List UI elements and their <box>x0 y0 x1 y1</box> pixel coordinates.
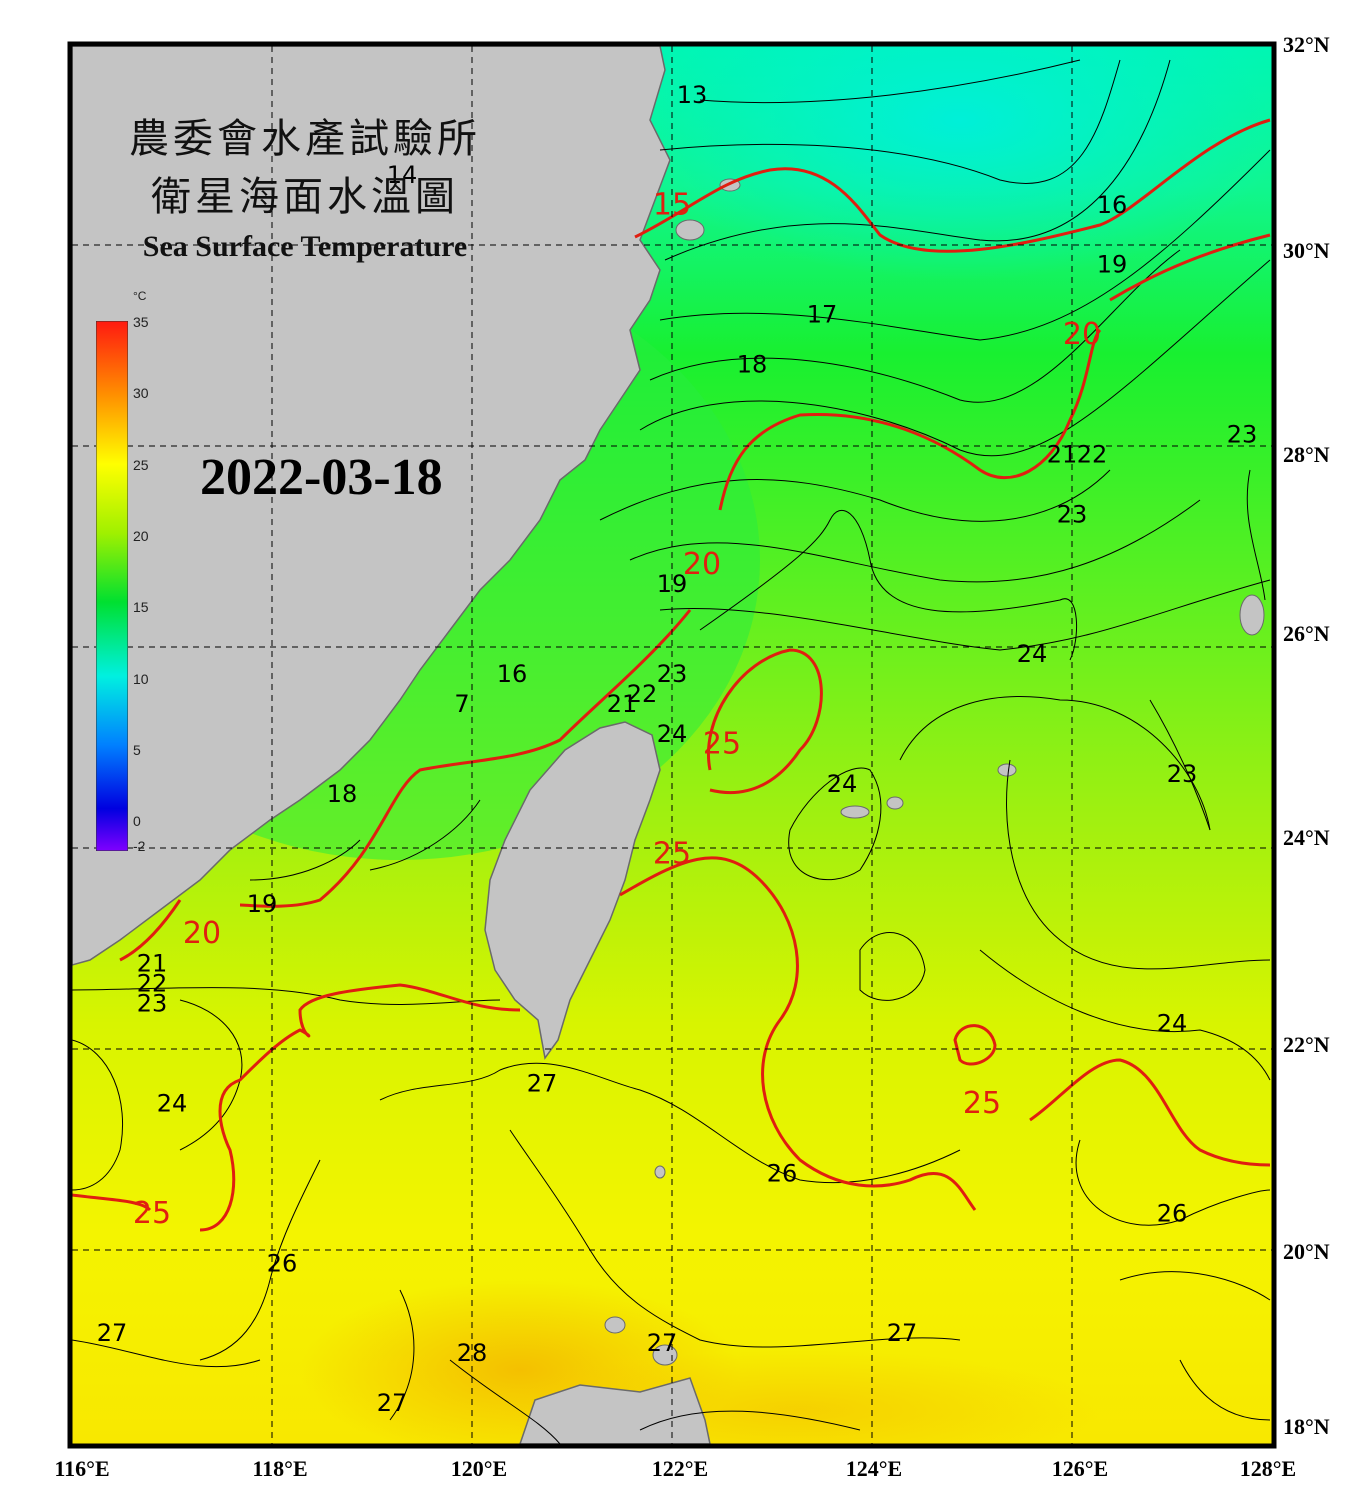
island <box>1239 594 1265 636</box>
lon-label-116e: 116°E <box>54 1456 110 1481</box>
title-block: 農委會水產試驗所 衛星海面水溫圖 Sea Surface Temperature <box>100 110 510 264</box>
lon-label-122e: 122°E <box>651 1456 709 1481</box>
colorbar-unit: °C <box>133 289 147 303</box>
lon-label-126e: 126°E <box>1051 1456 1109 1481</box>
luzon-island <box>519 1377 711 1444</box>
isotherm-label: 27 <box>887 1319 918 1347</box>
isotherm-label: 23 <box>1167 760 1198 788</box>
lon-label-118e: 118°E <box>252 1456 308 1481</box>
isotherm-label: 20 <box>683 547 721 582</box>
colorbar-tick: 5 <box>133 742 141 758</box>
china-mainland <box>72 46 671 966</box>
colorbar <box>96 321 128 851</box>
colorbar-tick: -2 <box>133 838 146 854</box>
isotherm-label: 7 <box>454 690 469 718</box>
isotherm-label: 27 <box>647 1329 678 1357</box>
isotherm-label: 23 <box>657 660 688 688</box>
island <box>997 763 1017 777</box>
isotherm-label: 26 <box>1157 1199 1188 1227</box>
lat-label-30n: 30°N <box>1283 238 1330 263</box>
isotherm-label: 22 <box>137 970 168 998</box>
island <box>886 796 904 810</box>
isotherm-label: 23 <box>137 990 168 1018</box>
colorbar-tick: 20 <box>133 528 149 544</box>
isotherm-label: 17 <box>807 301 838 329</box>
isotherm-label: 21 <box>1047 440 1078 468</box>
isotherm-label: 23 <box>1057 500 1088 528</box>
island <box>652 1344 678 1366</box>
isotherm-label: 25 <box>703 727 741 762</box>
colorbar-tick: 0 <box>133 813 141 829</box>
isotherm-label: 25 <box>963 1086 1001 1121</box>
isotherm-label: 22 <box>1077 440 1108 468</box>
cold-water-patch <box>630 46 1272 280</box>
product-title-en: Sea Surface Temperature <box>142 230 468 263</box>
isotherm-label: 21 <box>607 690 638 718</box>
lat-label-22n: 22°N <box>1283 1032 1330 1057</box>
institute-title: 農委會水產試驗所 <box>129 116 481 162</box>
lat-label-24n: 24°N <box>1283 825 1330 850</box>
island <box>840 805 870 819</box>
isotherm-label: 15 <box>653 187 691 222</box>
isotherm-label: 22 <box>627 680 658 708</box>
isotherm-label: 24 <box>1017 640 1048 668</box>
isotherm-label: 27 <box>527 1070 558 1098</box>
isotherm-label: 18 <box>327 780 358 808</box>
lat-label-20n: 20°N <box>1283 1239 1330 1264</box>
isotherm-label: 24 <box>1157 1010 1188 1038</box>
island <box>654 1165 666 1179</box>
isotherm-label: 24 <box>827 770 858 798</box>
island <box>604 1316 626 1334</box>
lat-label-32n: 32°N <box>1283 32 1330 57</box>
isotherm-label: 27 <box>97 1319 128 1347</box>
product-title-zh: 衛星海面水溫圖 <box>151 174 459 220</box>
lat-label-26n: 26°N <box>1283 621 1330 646</box>
colorbar-tick: 10 <box>133 671 149 687</box>
isotherm-label: 20 <box>183 916 221 951</box>
lat-label-18n: 18°N <box>1283 1414 1330 1439</box>
colorbar-tick: 15 <box>133 599 149 615</box>
isotherm-label: 19 <box>247 890 278 918</box>
isotherm-label: 16 <box>497 660 528 688</box>
isotherm-label: 26 <box>767 1159 798 1187</box>
map-frame <box>67 41 1277 1449</box>
isotherm-label: 13 <box>677 81 708 109</box>
lon-label-120e: 120°E <box>450 1456 508 1481</box>
isotherms <box>72 59 1271 1444</box>
colorbar-tick: 25 <box>133 457 149 473</box>
isotherm-label: 26 <box>267 1249 298 1277</box>
isotherm-label: 14 <box>387 161 418 189</box>
lat-label-28n: 28°N <box>1283 442 1330 467</box>
colorbar-tick: 30 <box>133 385 149 401</box>
isotherm-label: 20 <box>1063 317 1101 352</box>
isotherm-label: 27 <box>377 1389 408 1417</box>
isotherm-label: 18 <box>737 351 768 379</box>
island <box>675 219 705 241</box>
isotherm-label: 25 <box>653 836 691 871</box>
major-isotherms <box>72 118 1271 1232</box>
taiwan-island <box>484 721 661 1060</box>
isotherm-label: 23 <box>1227 420 1258 448</box>
lon-label-124e: 124°E <box>845 1456 903 1481</box>
isotherm-label: 19 <box>1097 251 1128 279</box>
isotherm-label: 21 <box>137 950 168 978</box>
graticule <box>72 46 1272 1444</box>
isotherm-label: 24 <box>157 1090 188 1118</box>
lon-label-128e: 128°E <box>1239 1456 1297 1481</box>
colorbar-tick: 35 <box>133 314 149 330</box>
isotherm-label: 19 <box>657 570 688 598</box>
isotherm-label: 25 <box>133 1196 171 1231</box>
isotherm-label: 28 <box>457 1339 488 1367</box>
observation-date: 2022-03-18 <box>200 449 443 506</box>
isotherm-label: 16 <box>1097 191 1128 219</box>
isotherm-label: 24 <box>657 720 688 748</box>
